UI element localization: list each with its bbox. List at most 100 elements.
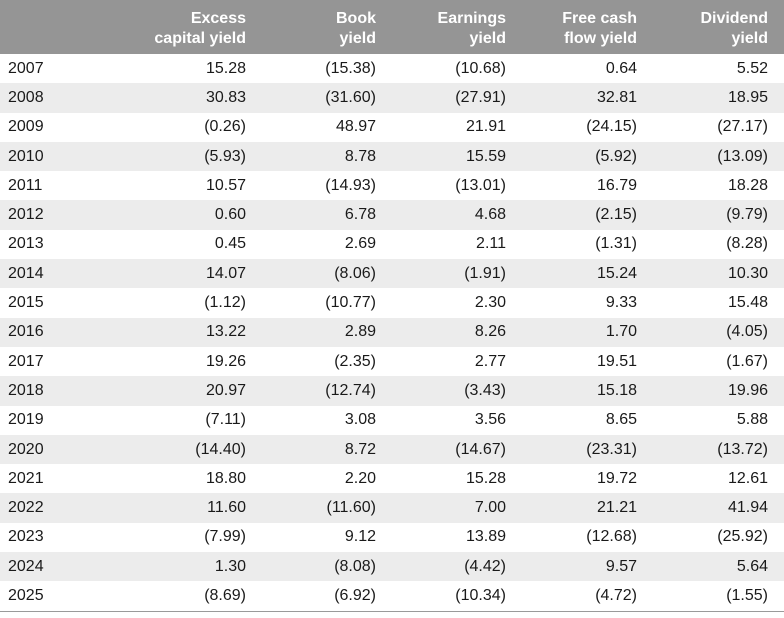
column-header-line-1: Earnings <box>437 10 506 27</box>
value-cell: 3.56 <box>474 411 506 429</box>
table-row: 2016 13.22 2.89 8.26 1.70 (4.05) <box>0 317 784 347</box>
table-row: 2013 0.45 2.69 2.11 (1.31) (8.28) <box>0 230 784 259</box>
value-cell: (25.92) <box>717 528 768 546</box>
value-cell: 32.81 <box>522 83 653 113</box>
column-header-line-2: yield <box>731 30 768 47</box>
year-cell: 2010 <box>0 141 110 172</box>
value-cell: 7.00 <box>392 493 522 523</box>
value-cell: (2.35) <box>334 352 376 370</box>
value-cell: 15.59 <box>392 141 522 172</box>
value-cell: 16.79 <box>596 176 637 194</box>
year-cell: 2016 <box>0 317 110 347</box>
table-row: 2010 (5.93) 8.78 15.59 (5.92) (13.09) <box>0 141 784 172</box>
value-cell: (1.12) <box>204 294 246 312</box>
year-cell: 2018 <box>0 376 110 406</box>
value-cell: (6.92) <box>262 581 392 612</box>
value-cell: 4.68 <box>392 200 522 230</box>
value-cell: 21.21 <box>522 493 653 523</box>
value-cell: (31.60) <box>262 83 392 113</box>
value-cell: 5.52 <box>736 59 768 77</box>
column-header-line-2: yield <box>469 30 506 47</box>
value-cell: (1.67) <box>726 352 768 370</box>
value-cell: 13.89 <box>465 528 506 546</box>
value-cell: 15.28 <box>465 469 506 487</box>
value-cell: 2.30 <box>474 294 506 312</box>
value-cell: 20.97 <box>110 376 262 406</box>
year-cell: 2017 <box>8 352 44 370</box>
earnings-yield-header: Earnings yield <box>392 0 522 54</box>
year-cell: 2009 <box>8 118 44 136</box>
year-cell: 2008 <box>0 83 110 113</box>
value-cell: (8.28) <box>726 235 768 253</box>
year-cell: 2023 <box>8 528 44 546</box>
value-cell: (12.68) <box>586 528 637 546</box>
year-cell: 2020 <box>0 434 110 465</box>
value-cell: (5.92) <box>522 141 653 172</box>
value-cell: (27.91) <box>392 83 522 113</box>
value-cell: (4.05) <box>653 317 784 347</box>
value-cell: (14.40) <box>110 434 262 465</box>
value-cell: (10.34) <box>392 581 522 612</box>
value-cell: 19.72 <box>596 469 637 487</box>
table-row: 2020 (14.40) 8.72 (14.67) (23.31) (13.72) <box>0 434 784 465</box>
value-cell: 19.96 <box>653 376 784 406</box>
value-cell: 1.30 <box>110 552 262 582</box>
table-row: 2022 11.60 (11.60) 7.00 21.21 41.94 <box>0 493 784 523</box>
value-cell: 5.88 <box>736 411 768 429</box>
value-cell: 18.80 <box>205 469 246 487</box>
year-cell: 2025 <box>0 581 110 612</box>
year-cell: 2014 <box>0 259 110 289</box>
year-cell: 2007 <box>8 59 44 77</box>
table-row: 2015 (1.12) (10.77) 2.30 9.33 15.48 <box>0 288 784 317</box>
value-cell: 8.65 <box>605 411 637 429</box>
column-header-line-1: Book <box>336 10 376 27</box>
value-cell: (4.42) <box>392 552 522 582</box>
year-cell: 2012 <box>0 200 110 230</box>
value-cell: (13.01) <box>455 176 506 194</box>
value-cell: (14.93) <box>325 176 376 194</box>
value-cell: (14.67) <box>392 434 522 465</box>
value-cell: (0.26) <box>204 118 246 136</box>
value-cell: 2.11 <box>476 235 506 253</box>
table-row: 2023 (7.99) 9.12 13.89 (12.68) (25.92) <box>0 523 784 552</box>
year-cell: 2021 <box>8 469 44 487</box>
header-row: Excess capital yield Book yield Earnings yiel… <box>0 0 784 54</box>
excess-capital-yield-header: Excess capital yield <box>110 0 262 54</box>
table-body: 2007 15.28 (15.38) (10.68) 0.64 5.52 2008 30.83… <box>0 54 784 612</box>
value-cell: (7.99) <box>204 528 246 546</box>
value-cell: 15.48 <box>727 294 768 312</box>
value-cell: 15.18 <box>522 376 653 406</box>
value-cell: 21.91 <box>465 118 506 136</box>
table-row: 2008 30.83 (31.60) (27.91) 32.81 18.95 <box>0 83 784 113</box>
value-cell: (8.69) <box>110 581 262 612</box>
value-cell: 0.60 <box>110 200 262 230</box>
table-row: 2014 14.07 (8.06) (1.91) 15.24 10.30 <box>0 259 784 289</box>
year-header <box>0 0 110 54</box>
value-cell: 0.45 <box>214 235 246 253</box>
value-cell: (24.15) <box>586 118 637 136</box>
column-header-line-2: flow yield <box>564 30 637 47</box>
value-cell: (2.15) <box>522 200 653 230</box>
table-row: 2025 (8.69) (6.92) (10.34) (4.72) (1.55) <box>0 581 784 612</box>
value-cell: (10.77) <box>325 294 376 312</box>
value-cell: 8.72 <box>262 434 392 465</box>
value-cell: (13.72) <box>653 434 784 465</box>
value-cell: 2.77 <box>474 352 506 370</box>
value-cell: 13.22 <box>110 317 262 347</box>
column-header-line-1: Free cash <box>562 10 637 27</box>
dividend-yield-header: Dividend yield <box>653 0 784 54</box>
book-yield-header: Book yield <box>262 0 392 54</box>
table-row: 2009 (0.26) 48.97 21.91 (24.15) (27.17) <box>0 113 784 142</box>
value-cell: 2.69 <box>344 235 376 253</box>
column-header-line-2: yield <box>339 30 376 47</box>
value-cell: 3.08 <box>344 411 376 429</box>
column-header-line-1: Excess <box>190 10 246 27</box>
value-cell: 18.95 <box>653 83 784 113</box>
table-row: 2018 20.97 (12.74) (3.43) 15.18 19.96 <box>0 376 784 406</box>
table-row: 2012 0.60 6.78 4.68 (2.15) (9.79) <box>0 200 784 230</box>
value-cell: 8.78 <box>262 141 392 172</box>
value-cell: (8.06) <box>262 259 392 289</box>
value-cell: 11.60 <box>110 493 262 523</box>
year-cell: 2024 <box>0 552 110 582</box>
